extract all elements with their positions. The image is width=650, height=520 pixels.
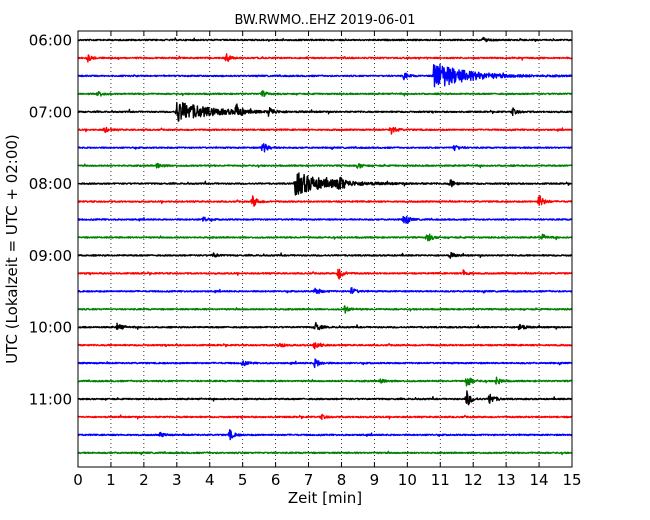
- x-tick-label: 11: [431, 471, 450, 489]
- trace-1045: [77, 376, 573, 387]
- x-tick-label: 5: [238, 471, 248, 489]
- trace-0930: [77, 287, 573, 295]
- trace-0830: [77, 215, 573, 224]
- x-tick-label: 4: [205, 471, 215, 489]
- x-tick-label: 1: [106, 471, 116, 489]
- x-tick-label: 12: [464, 471, 483, 489]
- x-axis: 0 1 2 3 4 5 6 7 8 9 10 11 12 13 14 15: [73, 31, 582, 489]
- trace-1115: [77, 413, 573, 420]
- x-tick-label: 13: [497, 471, 516, 489]
- y-tick-label: 08:00: [29, 175, 72, 193]
- trace-0915: [77, 268, 573, 280]
- y-tick-label: 06:00: [29, 32, 72, 50]
- trace-1030: [77, 358, 573, 369]
- y-tick-label: 07:00: [29, 103, 72, 121]
- x-tick-label: 10: [398, 471, 417, 489]
- trace-0845: [77, 233, 573, 242]
- y-axis-label: UTC (Lokalzeit = UTC + 02:00): [3, 134, 21, 364]
- x-tick-label: 14: [530, 471, 549, 489]
- trace-0900: [77, 251, 573, 259]
- trace-0600: [77, 36, 573, 43]
- trace-1100: [77, 390, 573, 406]
- x-tick-label: 2: [139, 471, 149, 489]
- trace-1000: [77, 321, 573, 331]
- trace-0645: [77, 90, 573, 98]
- y-tick-label: 09:00: [29, 247, 72, 265]
- trace-1015: [77, 342, 573, 350]
- trace-1130: [77, 429, 573, 441]
- trace-0615: [77, 53, 573, 63]
- y-tick-label: 11:00: [29, 391, 72, 409]
- trace-0715: [77, 126, 573, 135]
- trace-0630: [77, 63, 573, 88]
- x-tick-label: 0: [73, 471, 83, 489]
- y-axis: 06:00 07:00 08:00 09:00 10:00 11:00: [29, 32, 572, 409]
- x-axis-label: Zeit [min]: [288, 489, 362, 507]
- chart-title: BW.RWMO..EHZ 2019-06-01: [234, 13, 415, 28]
- trace-0700: [77, 101, 573, 122]
- y-tick-label: 10:00: [29, 319, 72, 337]
- x-tick-label: 8: [337, 471, 347, 489]
- trace-1145: [77, 450, 573, 456]
- trace-0815: [77, 195, 573, 207]
- x-tick-label: 15: [562, 471, 581, 489]
- x-tick-label: 9: [370, 471, 380, 489]
- trace-0745: [77, 162, 573, 169]
- trace-group: [77, 36, 573, 456]
- trace-0945: [77, 305, 573, 314]
- trace-0800: [77, 172, 573, 196]
- x-tick-label: 7: [304, 471, 314, 489]
- plot-frame: [77, 30, 573, 468]
- x-tick-label: 3: [172, 471, 182, 489]
- x-tick-label: 6: [271, 471, 281, 489]
- trace-0730: [77, 143, 573, 153]
- vertical-grid: [110, 31, 540, 467]
